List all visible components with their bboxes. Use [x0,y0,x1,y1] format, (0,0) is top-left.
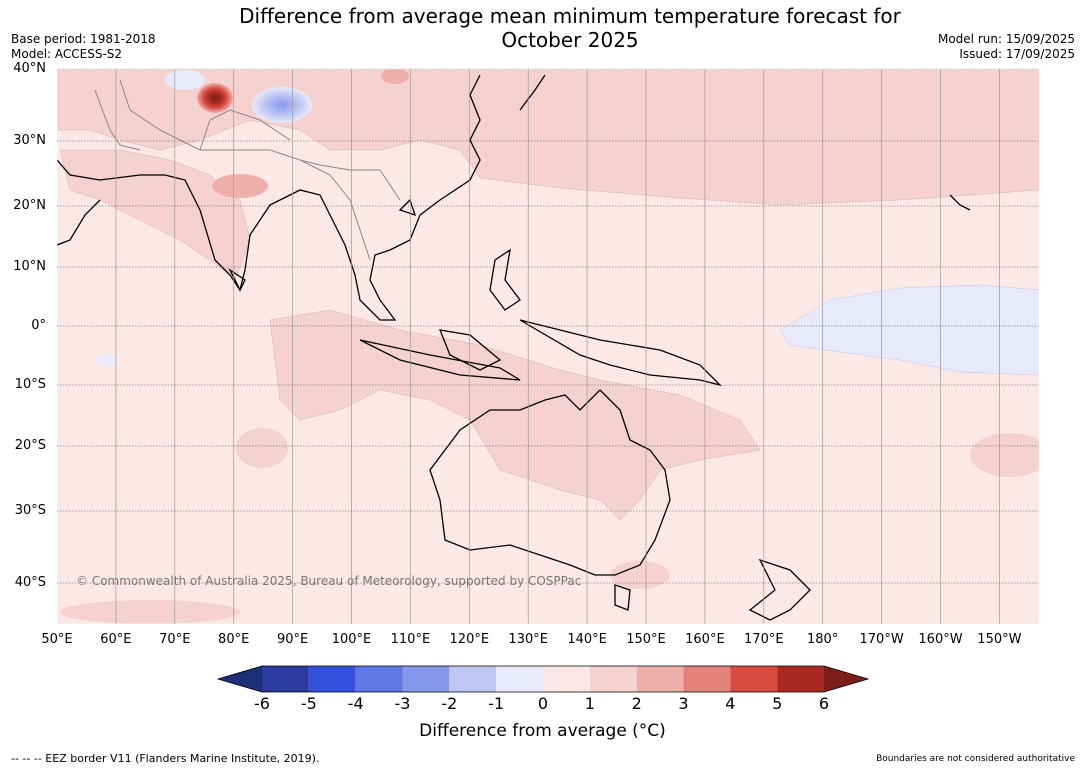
lon-gridlines [115,69,1000,624]
lon-label: 140°E [567,632,607,647]
colorbar-segment [355,666,403,692]
anomaly-pacific-cool [779,284,1039,376]
model-run: Model run: 15/09/2025 [937,32,1075,46]
lon-label: 110°E [390,632,431,647]
lon-label: 160°W [918,632,963,647]
coastlines [57,74,971,621]
anomaly-india-core [212,174,268,198]
meta-left: Base period: 1981-2018 Model: ACCESS-S2 [11,32,156,62]
lat-label: 20°N [13,198,46,213]
lon-label: 160°E [685,632,725,647]
meta-right: Model run: 15/09/2025 Issued: 17/09/2025 [938,32,1075,62]
colorbar-under-arrow [218,666,262,692]
colorbar-segment [589,666,637,692]
lon-label: 170°E [744,632,784,647]
lon-label: 130°E [508,632,548,647]
model-name: Model: ACCESS-S2 [11,47,123,61]
colorbar-tick-label: 1 [584,694,595,713]
title-line-1: Difference from average mean minimum tem… [239,4,901,28]
lat-label: 10°S [14,377,46,392]
base-period: Base period: 1981-2018 [11,32,156,46]
lon-label: 120°E [449,632,490,647]
colorbar-segment [308,666,356,692]
colorbar-segment [496,666,543,692]
lat-label: 10°N [13,259,46,274]
lon-label: 60°E [100,632,132,647]
colorbar-tick-label: -5 [300,694,317,713]
anomaly-patch-3 [610,561,670,589]
colorbar-tick-label: 2 [631,694,642,713]
eez-legend-note: -- -- -- EEZ border V11 (Flanders Marine… [11,752,320,765]
colorbar-segment [449,666,497,692]
colorbar-tick-label: 6 [818,694,830,713]
colorbar-segment [262,666,309,692]
anomaly-patch-1 [236,428,288,468]
lat-label: 30°S [14,503,46,518]
anomaly-patch-5 [381,69,409,84]
colorbar-tick-label: 3 [678,694,689,713]
title-line-2: October 2025 [501,28,639,52]
lon-label: 80°E [218,632,250,647]
colorbar-label: Difference from average (°C) [419,721,666,741]
lon-label: 50°E [41,632,73,647]
lon-label: 90°E [276,632,309,647]
colorbar-segment [402,666,450,692]
lat-label: 20°S [14,438,46,453]
issued-date: Issued: 17/09/2025 [959,47,1075,61]
colorbar-tick-label: -1 [488,694,505,713]
lon-label: 170°W [859,632,904,647]
colorbar-tick-label: -6 [254,694,270,713]
lon-label: 150°E [626,632,666,647]
colorbar-segment [543,666,590,692]
colorbar-over-arrow [824,666,868,692]
map-area [57,69,1039,624]
anomaly-patch-2 [970,433,1039,477]
lat-label: 0° [31,318,46,333]
colorbar-tick-label: 0 [537,694,549,713]
colorbar-tick-label: 4 [725,694,736,713]
lat-label: 30°N [13,133,46,148]
lon-label: 180° [807,632,839,647]
lat-label: 40°N [13,61,46,76]
lon-label: 70°E [159,632,191,647]
lat-label: 40°S [14,575,46,590]
anomaly-maritime [269,309,761,521]
colorbar [216,665,870,693]
anomaly-cool-north [165,70,205,90]
anomaly-cool-small [97,354,117,366]
anomaly-patch-4 [60,600,240,624]
colorbar-segment [636,666,684,692]
copyright-notice: © Commonwealth of Australia 2025, Bureau… [76,574,582,588]
colorbar-segment [777,666,824,692]
lon-label: 100°E [331,632,372,647]
colorbar-outline [216,665,870,693]
colorbar-tick-label: -2 [441,694,458,713]
anomaly-himalaya-hot [197,83,233,113]
anomaly-tibet-cool [252,87,312,123]
map-frame [56,68,1040,625]
colorbar-tick-label: -4 [347,694,364,713]
colorbar-tick-label: -3 [394,694,411,713]
lon-label: 150°W [977,632,1022,647]
colorbar-segment [683,666,731,692]
boundaries-disclaimer: Boundaries are not considered authoritat… [876,754,1075,764]
colorbar-tick-label: 5 [772,694,783,713]
colorbar-segment [730,666,778,692]
page-title: Difference from average mean minimum tem… [0,4,1085,52]
